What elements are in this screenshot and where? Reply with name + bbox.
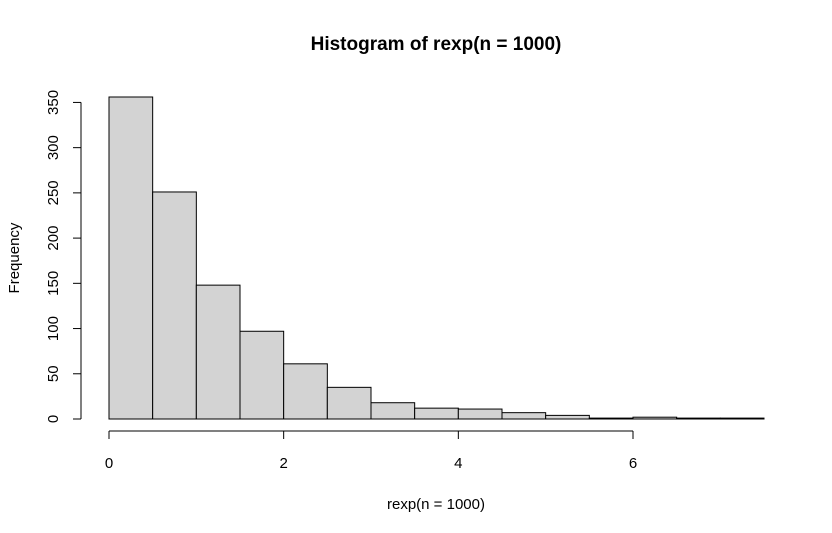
y-tick-label: 0: [45, 415, 62, 423]
y-axis: 0 50 100 150 200 250 300 350: [45, 90, 82, 423]
histogram-bar: [283, 363, 328, 420]
y-tick-label: 250: [45, 180, 62, 205]
y-tick-label: 100: [45, 316, 62, 341]
x-axis-label: rexp(n = 1000): [387, 496, 485, 513]
x-axis: 0 2 4 6: [105, 430, 637, 472]
histogram-bar: [676, 417, 721, 420]
histogram-bar: [632, 416, 678, 420]
histogram-bar: [588, 417, 634, 420]
y-tick-label: 200: [45, 226, 62, 251]
histogram-bar: [195, 284, 241, 420]
histogram-bar: [370, 402, 416, 420]
x-tick-label: 2: [279, 455, 287, 472]
y-tick-label: 150: [45, 271, 62, 296]
histogram-bar: [108, 96, 154, 420]
y-tick-label: 50: [45, 365, 62, 382]
y-tick-label: 350: [45, 90, 62, 115]
bars-group: [108, 96, 765, 420]
histogram-bar: [239, 330, 285, 420]
x-tick-label: 6: [629, 455, 637, 472]
histogram-bar: [152, 191, 197, 420]
histogram-bar: [501, 412, 547, 420]
histogram-bar: [326, 386, 372, 420]
x-tick-label: 4: [454, 455, 462, 472]
histogram-bar: [545, 414, 590, 420]
histogram-bar: [719, 417, 765, 420]
histogram-bar: [414, 407, 459, 420]
x-tick-label: 0: [105, 455, 113, 472]
histogram-bar: [457, 408, 503, 420]
y-tick-label: 300: [45, 135, 62, 160]
y-axis-label: Frequency: [6, 222, 23, 293]
chart-title: Histogram of rexp(n = 1000): [311, 34, 562, 55]
